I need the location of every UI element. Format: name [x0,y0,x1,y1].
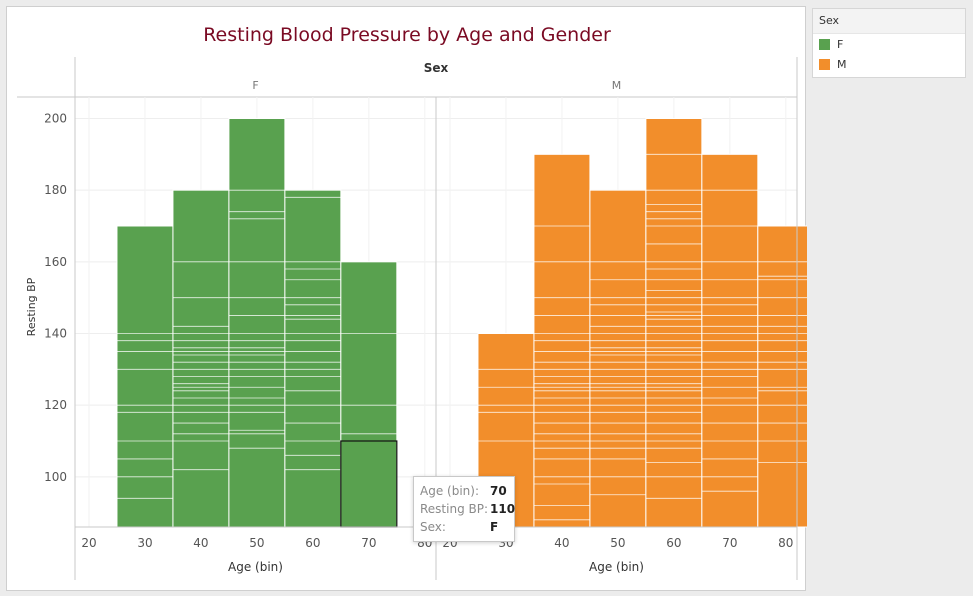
bar-m-50 [589,189,647,528]
x-axis-title-m: Age (bin) [589,560,644,574]
x-axis-title-f: Age (bin) [228,560,283,574]
bar-f-70 [340,261,398,528]
bar-f-50 [228,118,286,528]
x-tick-label: 30 [137,536,152,550]
y-tick-label: 200 [44,112,67,126]
tooltip-row-bp: Resting BP: 110 [420,500,515,518]
legend-item-f[interactable]: F [813,34,965,54]
bar-f-40 [172,189,230,528]
bar-f-30 [116,225,174,528]
legend: Sex F M [812,8,966,78]
x-tick-label: 80 [778,536,793,550]
tooltip-row-sex: Sex: F [420,518,508,536]
tooltip-label: Sex: [420,520,446,534]
x-tick-label: 50 [610,536,625,550]
column-header-title: Sex [424,61,449,75]
panel-label-f: F [252,79,258,92]
y-tick-label: 160 [44,255,67,269]
tooltip-label: Resting BP: [420,502,489,516]
y-tick-label: 140 [44,327,67,341]
dashboard-panel: Resting Blood Pressure by Age and Gender… [6,6,807,591]
bar-m-80 [757,225,807,528]
x-tick-label: 20 [81,536,96,550]
bar-m-60 [645,118,703,528]
x-tick-label: 70 [361,536,376,550]
x-tick-label: 50 [249,536,264,550]
legend-item-m[interactable]: M [813,54,965,74]
tooltip-value: 70 [490,484,507,498]
legend-swatch-f [819,38,830,50]
tooltip-label: Age (bin): [420,484,479,498]
x-tick-label: 60 [305,536,320,550]
y-axis-title: Resting BP [25,277,38,336]
y-tick-label: 180 [44,183,67,197]
tooltip-value: 110 [490,502,516,516]
bar-f-60 [284,189,342,528]
tooltip: Age (bin): 70 Resting BP: 110 Sex: F [413,476,515,542]
y-tick-label: 100 [44,470,67,484]
x-tick-label: 70 [722,536,737,550]
y-tick-label: 120 [44,398,67,412]
legend-label-f: F [837,37,844,51]
tooltip-row-age: Age (bin): 70 [420,482,508,500]
x-tick-label: 60 [666,536,681,550]
x-tick-label: 40 [554,536,569,550]
legend-label-m: M [837,57,847,71]
legend-title: Sex [813,9,965,34]
histogram-chart: Resting Blood Pressure by Age and Gender… [17,24,807,580]
legend-swatch-m [819,58,830,70]
chart-title: Resting Blood Pressure by Age and Gender [203,24,611,46]
tooltip-value: F [490,520,499,534]
x-tick-label: 40 [193,536,208,550]
panel-label-m: M [612,79,622,92]
